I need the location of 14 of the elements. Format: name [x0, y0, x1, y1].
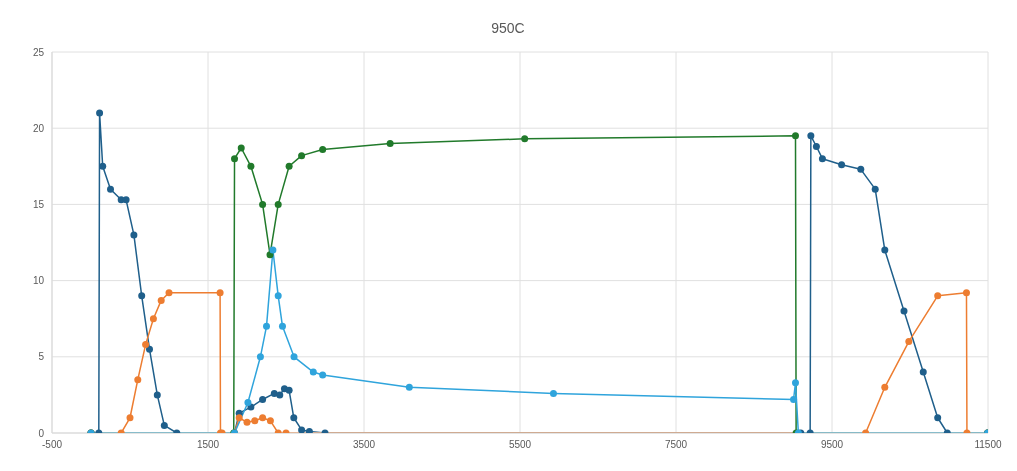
x-tick-label: 7500	[664, 439, 688, 451]
x-tick-label: 9500	[820, 439, 844, 451]
y-tick-label: 25	[32, 46, 45, 58]
x-tick-label: 5500	[508, 439, 532, 451]
y-tick-label: 5	[38, 351, 45, 363]
y-tick-label: 0	[38, 427, 45, 439]
y-tick-label: 15	[32, 198, 45, 210]
y-tick-label: 10	[32, 275, 45, 287]
y-tick-label: 20	[32, 122, 45, 134]
x-tick-label: 1500	[196, 439, 220, 451]
x-tick-label: 3500	[352, 439, 376, 451]
chart-title: 950C	[490, 19, 526, 38]
x-tick-label: 11500	[974, 439, 1002, 451]
x-tick-label: -500	[41, 439, 63, 451]
